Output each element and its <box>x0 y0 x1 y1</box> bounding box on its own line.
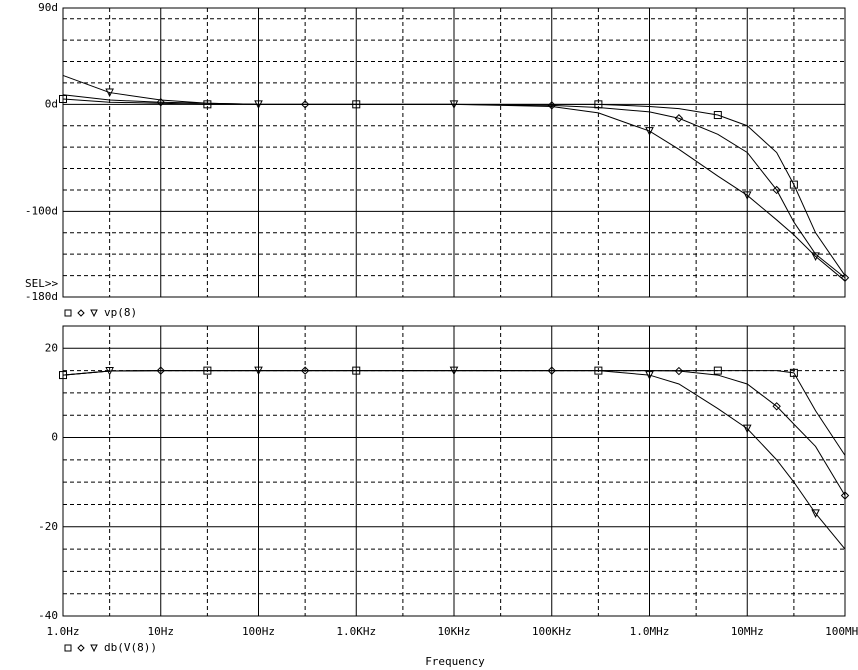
marker-triangle <box>811 509 820 519</box>
marker-diamond <box>547 366 556 375</box>
x-tick-label: 100KHz <box>532 625 572 638</box>
y-tick-label: 90d <box>38 1 58 14</box>
marker-triangle <box>742 191 752 200</box>
marker-triangle <box>645 127 654 136</box>
marker-triangle <box>742 424 752 434</box>
marker-square <box>789 368 798 377</box>
y-tick-label: -180d <box>25 290 58 303</box>
marker-square <box>203 100 212 109</box>
marker-triangle <box>254 100 263 109</box>
legend-symbol <box>90 309 98 318</box>
marker-triangle <box>105 367 114 376</box>
legend-symbol <box>77 644 85 652</box>
marker-diamond <box>547 101 556 110</box>
x-tick-label: 10MHz <box>731 625 764 638</box>
marker-diamond <box>674 366 684 376</box>
marker-triangle <box>811 252 820 261</box>
trace <box>62 98 846 276</box>
y-tick-label: -20 <box>38 520 58 533</box>
x-tick-label: 1.0KHz <box>336 625 376 638</box>
annotation: SEL>> <box>25 277 58 290</box>
marker-diamond <box>300 366 310 375</box>
x-tick-label: 1.0MHz <box>630 625 670 638</box>
x-tick-label: 10Hz <box>148 625 175 638</box>
marker-diamond <box>156 97 165 107</box>
x-axis-label: Frequency <box>425 655 485 668</box>
y-tick-label: 0d <box>45 97 58 110</box>
legend-symbol <box>64 309 72 317</box>
marker-square <box>789 180 798 189</box>
marker-triangle <box>254 366 263 376</box>
legend-label: db(V(8)) <box>104 641 157 654</box>
marker-triangle <box>645 371 654 380</box>
y-tick-label: -40 <box>38 609 58 622</box>
legend-symbol <box>77 309 85 317</box>
marker-triangle <box>449 366 459 376</box>
marker-square <box>713 366 722 375</box>
marker-square <box>713 111 722 120</box>
marker-diamond <box>772 402 781 411</box>
marker-diamond <box>840 491 850 500</box>
x-tick-label: 1.0Hz <box>46 625 79 638</box>
y-tick-label: -100d <box>25 204 58 217</box>
marker-triangle <box>449 100 459 109</box>
legend-symbol <box>90 644 98 653</box>
y-tick-label: 0 <box>51 431 58 444</box>
x-tick-label: 10KHz <box>437 625 470 638</box>
marker-square <box>59 94 67 103</box>
marker-diamond <box>840 273 850 282</box>
marker-diamond <box>772 185 781 195</box>
plot-frame <box>62 7 846 298</box>
x-tick-label: 100MHz <box>825 625 858 638</box>
marker-diamond <box>156 366 165 375</box>
marker-triangle <box>105 88 114 98</box>
y-tick-label: 20 <box>45 341 58 354</box>
marker-diamond <box>674 114 684 123</box>
legend-symbol <box>64 644 72 652</box>
marker-diamond <box>300 100 310 109</box>
x-tick-label: 100Hz <box>242 625 275 638</box>
plot-frame <box>62 325 846 617</box>
trace <box>62 74 846 282</box>
legend-label: vp(8) <box>104 306 137 319</box>
trace <box>62 370 846 550</box>
